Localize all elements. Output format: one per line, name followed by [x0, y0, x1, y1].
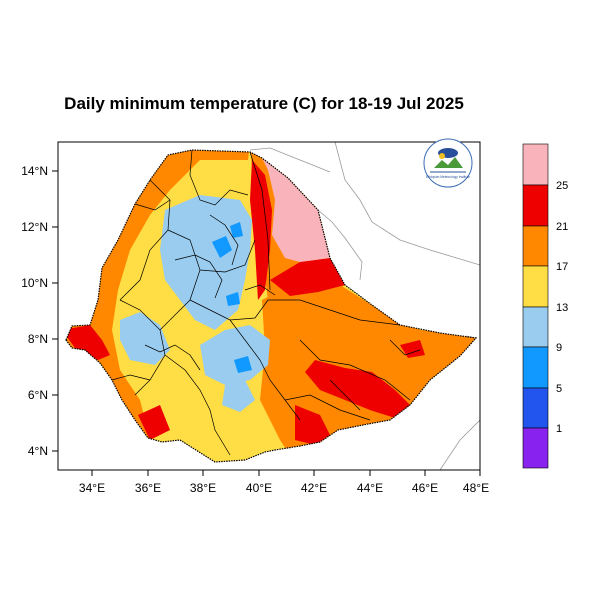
field-21-25-afar-west	[250, 160, 272, 300]
axis-ticks	[52, 170, 481, 476]
field-21-25-gambela	[66, 325, 110, 360]
colorbar-swatch-5-9	[522, 346, 549, 389]
field-5-9-d	[226, 292, 240, 306]
field-25-plus-danakil	[262, 158, 330, 262]
colorbar-swatch-below-1	[522, 427, 549, 469]
colorbar-label: 9	[556, 342, 562, 354]
colorbar-swatch-13-17	[522, 265, 549, 308]
colorbar-label: 17	[556, 261, 568, 273]
field-21-25-east	[400, 340, 425, 358]
y-axis-labels: 14°N 12°N 10°N 8°N 6°N 4°N	[21, 164, 48, 458]
logo-text: Ethiopian Meteorology Institute	[426, 175, 470, 179]
colorbar-swatch-9-13	[522, 306, 549, 348]
field-5-9-c	[234, 356, 252, 373]
colorbar-swatch-17-21	[522, 225, 549, 267]
lat-tick-label: 14°N	[21, 164, 48, 178]
map-title: Daily minimum temperature (C) for 18-19 …	[64, 94, 464, 113]
colorbar-swatch-21-25	[522, 184, 549, 227]
colorbar-label: 13	[556, 302, 568, 314]
lon-tick-label: 36°E	[135, 481, 161, 495]
colorbar-label: 25	[556, 180, 568, 192]
field-21-25-ogaden	[305, 360, 410, 418]
field-9-13-south-central	[222, 380, 255, 412]
lon-tick-label: 42°E	[301, 481, 327, 495]
colorbar-label: 1	[556, 423, 562, 435]
field-21-25-south	[295, 405, 330, 445]
colorbar-swatch-25-plus	[522, 143, 549, 186]
admin-boundaries	[111, 150, 421, 456]
field-5-9-b	[230, 222, 243, 238]
field-9-13-west	[120, 312, 170, 365]
neighbor-borders	[249, 142, 480, 470]
x-axis-labels: 34°E 36°E 38°E 40°E 42°E 44°E 46°E 48°E	[79, 481, 489, 495]
plot-frame	[57, 141, 481, 471]
lat-tick-label: 4°N	[28, 444, 48, 458]
field-21-25-southwest	[138, 405, 170, 440]
ethiopia-outline	[65, 149, 478, 463]
lon-tick-label: 46°E	[412, 481, 438, 495]
colorbar-label: 5	[556, 383, 562, 395]
lat-tick-label: 10°N	[21, 276, 48, 290]
lat-tick-label: 6°N	[28, 388, 48, 402]
colorbar: 25 21 17 13 9 5 1	[522, 143, 568, 469]
field-9-13-central	[200, 325, 270, 385]
field-5-9-a	[212, 236, 232, 258]
lon-tick-label: 44°E	[357, 481, 383, 495]
ethiopian-meteorology-institute-logo: Ethiopian Meteorology Institute	[423, 138, 473, 188]
colorbar-label: 21	[556, 221, 568, 233]
lat-tick-label: 8°N	[28, 332, 48, 346]
field-21-25-afar-south	[270, 258, 345, 296]
lat-tick-label: 12°N	[21, 220, 48, 234]
colorbar-swatch-1-5	[522, 387, 549, 429]
lon-tick-label: 34°E	[79, 481, 105, 495]
lon-tick-label: 48°E	[463, 481, 489, 495]
lon-tick-label: 38°E	[190, 481, 216, 495]
lon-tick-label: 40°E	[246, 481, 272, 495]
